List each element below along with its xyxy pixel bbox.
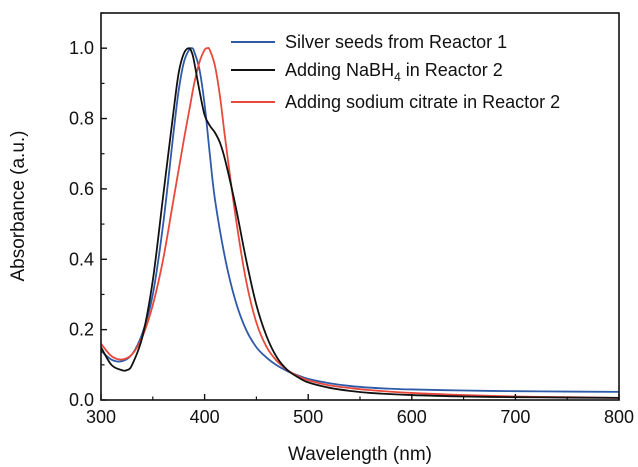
x-tick-label: 600 bbox=[397, 407, 427, 427]
legend-label-subscript: 4 bbox=[394, 70, 401, 84]
y-tick-label: 0.8 bbox=[69, 109, 94, 129]
x-tick-label: 800 bbox=[604, 407, 634, 427]
legend-label-3: Adding sodium citrate in Reactor 2 bbox=[285, 92, 560, 112]
x-axis-title: Wavelength (nm) bbox=[288, 444, 432, 465]
legend-label-tail: in Reactor 2 bbox=[401, 60, 503, 80]
legend-label-2: Adding NaBH4 in Reactor 2 bbox=[285, 60, 503, 84]
y-axis: 0.0 0.2 0.4 0.6 0.8 1.0 bbox=[69, 12, 107, 410]
x-tick-label: 300 bbox=[86, 407, 116, 427]
legend-label-main: Silver seeds from Reactor 1 bbox=[285, 32, 507, 52]
y-tick-label: 0.0 bbox=[69, 390, 94, 410]
legend-label-main: Adding NaBH bbox=[285, 60, 394, 80]
legend-label-1: Silver seeds from Reactor 1 bbox=[285, 32, 507, 52]
y-tick-label: 0.2 bbox=[69, 320, 94, 340]
series-layer bbox=[101, 47, 619, 399]
series-line-1 bbox=[101, 47, 619, 393]
y-tick-label: 0.4 bbox=[69, 249, 94, 269]
y-tick-label: 1.0 bbox=[69, 38, 94, 58]
y-tick-label: 0.6 bbox=[69, 179, 94, 199]
x-tick-label: 400 bbox=[190, 407, 220, 427]
x-axis: 300 400 500 600 700 800 bbox=[86, 394, 634, 427]
x-tick-label: 500 bbox=[293, 407, 323, 427]
x-tick-label: 700 bbox=[500, 407, 530, 427]
legend: Silver seeds from Reactor 1 Adding NaBH4 … bbox=[231, 32, 560, 112]
series-line-3 bbox=[101, 47, 619, 399]
legend-label-main: Adding sodium citrate in Reactor 2 bbox=[285, 92, 560, 112]
series-line-2 bbox=[101, 47, 619, 399]
y-axis-title: Absorbance (a.u.) bbox=[8, 130, 29, 281]
